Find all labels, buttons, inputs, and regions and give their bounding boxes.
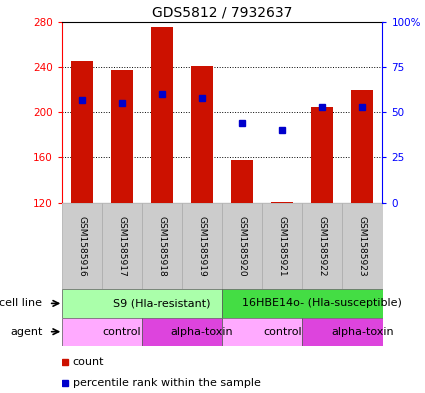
- Text: agent: agent: [10, 327, 43, 337]
- Bar: [71, 61, 93, 203]
- Bar: [222, 318, 302, 346]
- Text: GSM1585919: GSM1585919: [198, 216, 207, 276]
- Text: GSM1585918: GSM1585918: [157, 216, 167, 276]
- Text: GSM1585921: GSM1585921: [278, 216, 287, 276]
- Text: GSM1585922: GSM1585922: [318, 216, 327, 276]
- Text: GSM1585916: GSM1585916: [77, 216, 86, 276]
- Bar: [222, 289, 382, 318]
- Bar: [111, 70, 133, 203]
- Bar: [343, 203, 382, 289]
- Bar: [271, 202, 293, 203]
- Bar: [62, 203, 102, 289]
- Bar: [191, 66, 213, 203]
- Text: alpha-toxin: alpha-toxin: [331, 327, 394, 337]
- Bar: [142, 203, 182, 289]
- Bar: [62, 318, 142, 346]
- Text: cell line: cell line: [0, 298, 42, 309]
- Bar: [102, 203, 142, 289]
- Text: S9 (Hla-resistant): S9 (Hla-resistant): [113, 298, 211, 309]
- Text: GSM1585920: GSM1585920: [238, 216, 246, 276]
- Bar: [302, 203, 343, 289]
- Bar: [151, 27, 173, 203]
- Bar: [311, 107, 333, 203]
- Bar: [142, 318, 222, 346]
- Text: alpha-toxin: alpha-toxin: [171, 327, 233, 337]
- Text: percentile rank within the sample: percentile rank within the sample: [73, 378, 261, 389]
- Text: GSM1585917: GSM1585917: [117, 216, 126, 276]
- Bar: [231, 160, 253, 203]
- Text: control: control: [263, 327, 302, 337]
- Text: control: control: [102, 327, 141, 337]
- Bar: [222, 203, 262, 289]
- Text: GSM1585923: GSM1585923: [358, 216, 367, 276]
- Text: count: count: [73, 357, 105, 367]
- Bar: [62, 289, 222, 318]
- Bar: [302, 318, 382, 346]
- Bar: [351, 90, 374, 203]
- Text: 16HBE14o- (Hla-susceptible): 16HBE14o- (Hla-susceptible): [242, 298, 402, 309]
- Bar: [182, 203, 222, 289]
- Bar: [262, 203, 302, 289]
- Title: GDS5812 / 7932637: GDS5812 / 7932637: [152, 5, 292, 19]
